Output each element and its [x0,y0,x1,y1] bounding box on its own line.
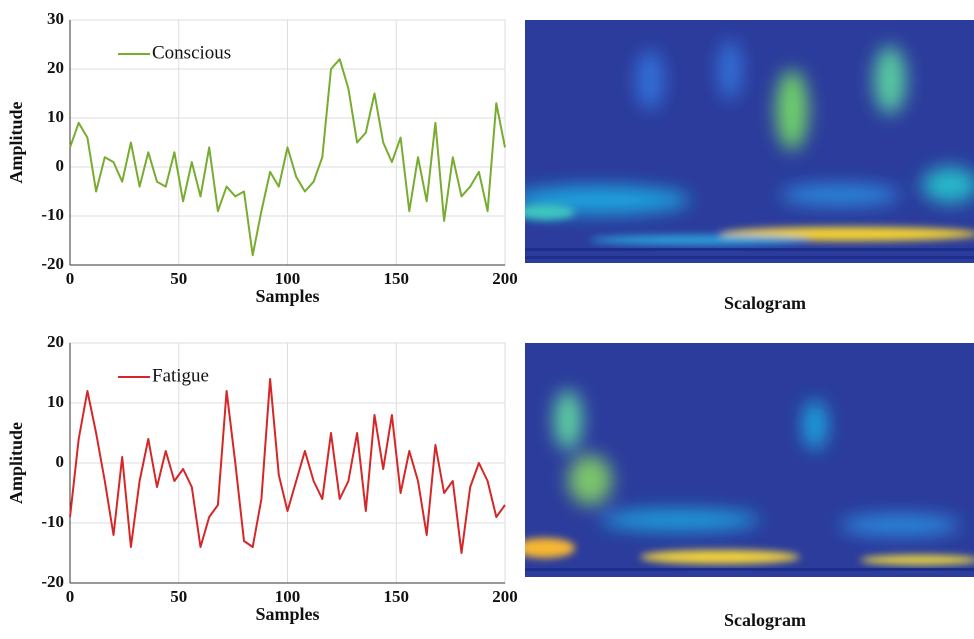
x-tick-label: 0 [66,269,75,288]
data-line [69,378,506,554]
data-line [69,58,506,257]
x-axis-label: Samples [255,286,319,306]
x-tick-label: 150 [384,269,410,288]
y-axis-label: Amplitude [6,422,26,504]
x-tick-label: 200 [492,587,518,606]
x-tick-label: 50 [170,269,187,288]
scalogram-caption: Scalogram [724,610,806,630]
x-tick-label: 0 [66,587,75,606]
y-tick-label: 30 [47,9,64,28]
scalogram-caption: Scalogram [724,293,806,313]
y-tick-label: -10 [41,512,64,531]
y-tick-label: 10 [47,107,64,126]
y-tick-label: 20 [47,58,64,77]
y-axis-label: Amplitude [6,101,26,183]
x-tick-label: 100 [275,269,301,288]
scalogram-image [525,20,974,263]
x-axis-label: Samples [255,604,319,624]
legend-label: Conscious [152,42,231,63]
y-tick-label: 20 [47,332,64,351]
legend-label: Fatigue [152,365,209,386]
x-tick-label: 200 [492,269,518,288]
scalogram-image [525,343,974,577]
x-tick-label: 50 [170,587,187,606]
y-tick-label: 10 [47,392,64,411]
y-tick-label: -20 [41,572,64,591]
y-tick-label: 0 [56,156,65,175]
x-tick-label: 150 [384,587,410,606]
x-tick-label: 100 [275,587,301,606]
y-tick-label: -10 [41,205,64,224]
y-tick-label: 0 [56,452,65,471]
y-tick-label: -20 [41,254,64,273]
